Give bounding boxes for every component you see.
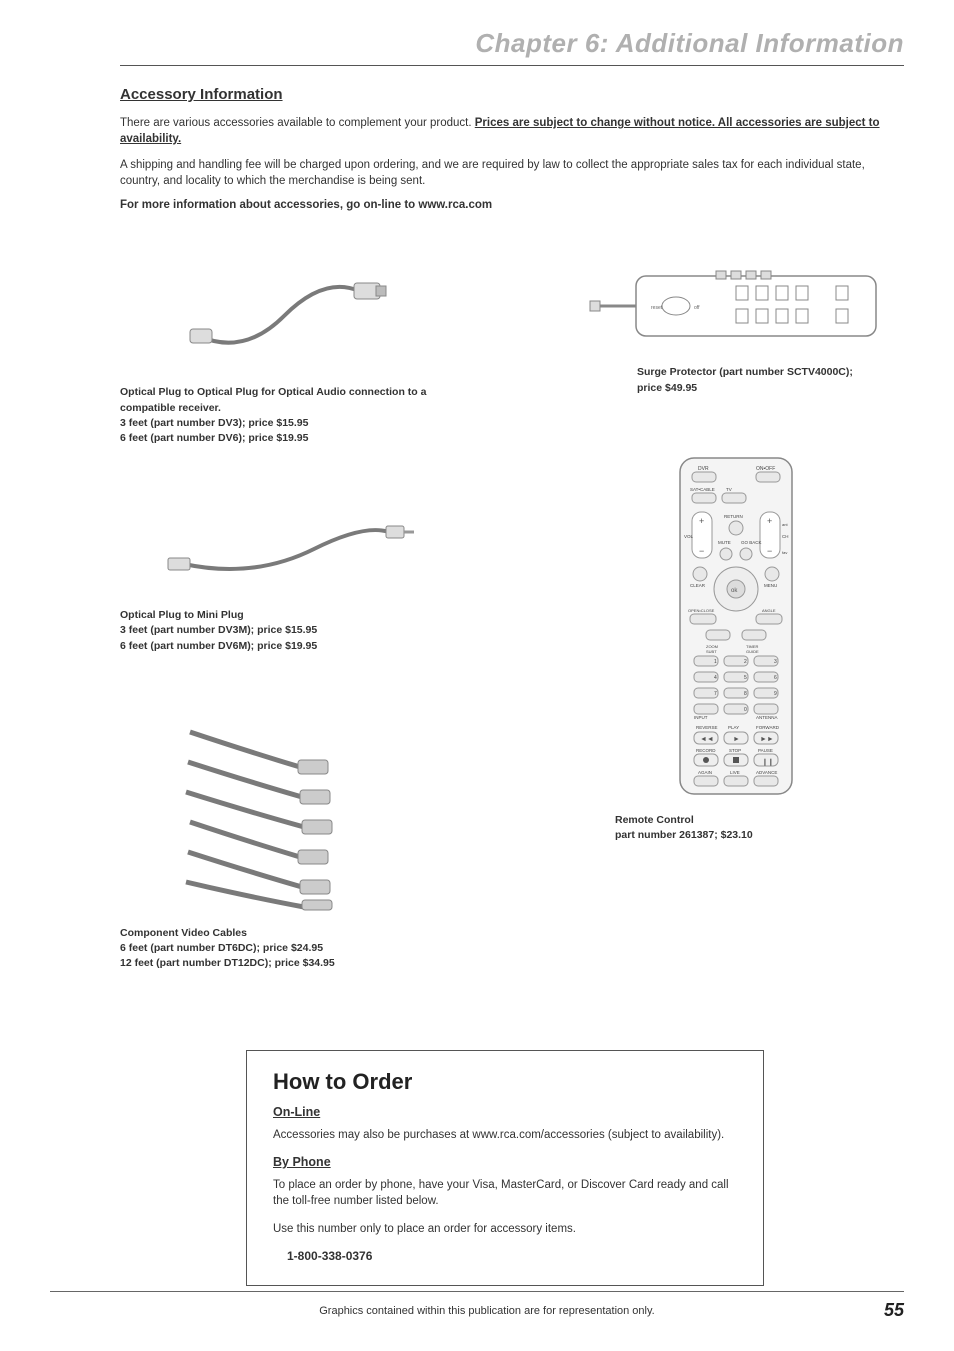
svg-text:PLAY: PLAY — [728, 725, 739, 730]
page-footer: Graphics contained within this publicati… — [50, 1291, 904, 1321]
svg-text:−: − — [699, 546, 704, 556]
svg-text:ANGLE: ANGLE — [762, 608, 776, 613]
svg-text:DVR: DVR — [698, 466, 709, 472]
svg-text:7: 7 — [714, 691, 717, 697]
header-rule — [120, 65, 904, 66]
svg-text:SUBT: SUBT — [706, 649, 717, 654]
svg-text:MUTE: MUTE — [718, 540, 731, 545]
svg-text:+: + — [767, 516, 772, 526]
svg-text:SAT•CABLE: SAT•CABLE — [690, 487, 715, 492]
svg-text:off: off — [694, 305, 700, 311]
svg-text:ant: ant — [782, 522, 788, 527]
component-cables-image — [120, 712, 457, 912]
component-caption-2: 6 feet (part number DT6DC); price $24.95 — [120, 941, 457, 956]
svg-text:ANTENNA: ANTENNA — [756, 715, 778, 720]
svg-text:STOP: STOP — [729, 748, 741, 753]
intro-p1-prefix: There are various accessories available … — [120, 117, 475, 129]
order-phone-text-1: To place an order by phone, have your Vi… — [273, 1177, 737, 1209]
optical-plug-image — [120, 261, 457, 371]
svg-text:INPUT: INPUT — [694, 715, 708, 720]
order-title: How to Order — [273, 1069, 737, 1095]
svg-text:5: 5 — [744, 675, 747, 681]
footer-disclaimer: Graphics contained within this publicati… — [90, 1305, 884, 1317]
svg-text:VOL: VOL — [684, 534, 694, 539]
page-number: 55 — [884, 1300, 904, 1321]
svg-text:CLEAR: CLEAR — [690, 583, 706, 588]
svg-text:RETURN: RETURN — [724, 514, 743, 519]
remote-caption-2: part number 261387; $23.10 — [615, 828, 904, 843]
svg-text:2: 2 — [744, 659, 747, 665]
intro-paragraph-2: A shipping and handling fee will be char… — [120, 157, 904, 189]
svg-text:REVERSE: REVERSE — [696, 725, 718, 730]
svg-text:MENU: MENU — [764, 583, 777, 588]
component-caption-3: 12 feet (part number DT12DC); price $34.… — [120, 956, 457, 971]
svg-text:ON•OFF: ON•OFF — [756, 466, 775, 472]
intro-paragraph-3: For more information about accessories, … — [120, 199, 904, 211]
order-phone-heading: By Phone — [273, 1155, 737, 1169]
accessory-surge-protector: reset off Surge Protector (part number S… — [567, 261, 904, 395]
svg-text:reset: reset — [651, 305, 663, 311]
how-to-order-box: How to Order On-Line Accessories may als… — [246, 1050, 764, 1286]
optical-plug-caption-2: 3 feet (part number DV3); price $15.95 — [120, 416, 457, 431]
svg-text:CH: CH — [782, 534, 789, 539]
svg-text:PAUSE: PAUSE — [758, 748, 773, 753]
order-online-heading: On-Line — [273, 1105, 737, 1119]
svg-text:+: + — [699, 516, 704, 526]
svg-text:GUIDE: GUIDE — [746, 649, 759, 654]
mini-plug-caption-1: Optical Plug to Mini Plug — [120, 608, 457, 623]
svg-text:3: 3 — [774, 659, 777, 665]
svg-text:►►: ►► — [760, 736, 774, 743]
svg-text:AGAIN: AGAIN — [698, 770, 712, 775]
svg-text:TV: TV — [726, 487, 732, 492]
svg-text:❙❙: ❙❙ — [762, 758, 774, 766]
svg-text:4: 4 — [714, 675, 717, 681]
svg-text:1: 1 — [714, 659, 717, 665]
svg-text:◄◄: ◄◄ — [700, 736, 714, 743]
svg-text:ADVANCE: ADVANCE — [756, 770, 777, 775]
svg-text:0: 0 — [744, 707, 747, 713]
svg-text:6: 6 — [774, 675, 777, 681]
section-heading: Accessory Information — [120, 86, 904, 103]
svg-text:RECORD: RECORD — [696, 748, 716, 753]
svg-text:fav: fav — [782, 550, 787, 555]
svg-text:8: 8 — [744, 691, 747, 697]
order-online-text: Accessories may also be purchases at www… — [273, 1127, 737, 1143]
intro-paragraph-1: There are various accessories available … — [120, 115, 904, 147]
surge-caption-1: Surge Protector (part number SCTV4000C); — [637, 365, 904, 380]
chapter-title: Chapter 6: Additional Information — [120, 28, 904, 65]
accessory-component-cables: Component Video Cables 6 feet (part numb… — [120, 712, 457, 972]
order-phone-number: 1-800-338-0376 — [287, 1249, 737, 1263]
svg-text:−: − — [767, 546, 772, 556]
svg-text:FORWARD: FORWARD — [756, 725, 780, 730]
surge-caption-2: price $49.95 — [637, 381, 904, 396]
svg-text:GO BACK: GO BACK — [741, 540, 762, 545]
remote-caption-1: Remote Control — [615, 813, 904, 828]
svg-text:OPEN•CLOSE: OPEN•CLOSE — [688, 608, 715, 613]
mini-plug-image — [120, 504, 457, 594]
right-column: reset off Surge Protector (part number S… — [567, 261, 904, 1029]
svg-text:ok: ok — [731, 588, 738, 594]
component-caption-1: Component Video Cables — [120, 926, 457, 941]
remote-control-image: DVR ON•OFF SAT•CABLE TV + − VOL — [567, 454, 904, 799]
svg-text:►: ► — [733, 736, 740, 743]
order-phone-text-2: Use this number only to place an order f… — [273, 1221, 737, 1237]
mini-plug-caption-2: 3 feet (part number DV3M); price $15.95 — [120, 623, 457, 638]
accessory-remote-control: DVR ON•OFF SAT•CABLE TV + − VOL — [567, 454, 904, 843]
optical-plug-caption-3: 6 feet (part number DV6); price $19.95 — [120, 431, 457, 446]
optical-plug-caption-1: Optical Plug to Optical Plug for Optical… — [120, 385, 457, 415]
accessory-mini-plug: Optical Plug to Mini Plug 3 feet (part n… — [120, 504, 457, 654]
surge-protector-image: reset off — [567, 261, 904, 351]
accessory-optical-plug: Optical Plug to Optical Plug for Optical… — [120, 261, 457, 446]
left-column: Optical Plug to Optical Plug for Optical… — [120, 261, 457, 1029]
mini-plug-caption-3: 6 feet (part number DV6M); price $19.95 — [120, 639, 457, 654]
svg-text:LIVE: LIVE — [730, 770, 740, 775]
svg-text:9: 9 — [774, 691, 777, 697]
